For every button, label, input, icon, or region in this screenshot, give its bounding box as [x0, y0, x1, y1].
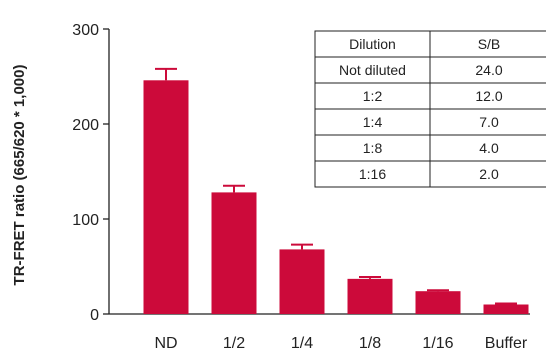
x-tick-label: ND: [154, 335, 177, 351]
bar: [279, 249, 325, 314]
table-cell: 7.0: [479, 114, 499, 130]
table-cell: Not diluted: [339, 62, 406, 78]
bar: [415, 291, 461, 314]
y-tick-label: 300: [72, 22, 99, 39]
table-header-cell: Dilution: [349, 36, 396, 52]
bars: [143, 67, 529, 314]
x-tick-label: 1/16: [422, 335, 453, 351]
y-tick-labels: 0 100 200 300: [72, 22, 109, 324]
x-tick-label: 1/8: [359, 335, 381, 351]
bar: [347, 278, 393, 314]
x-tick-label: 1/4: [291, 335, 313, 351]
bar: [211, 192, 257, 314]
y-tick-label: 100: [72, 212, 99, 229]
table-cell: 24.0: [475, 62, 502, 78]
y-tick-label: 0: [90, 307, 99, 324]
x-tick-labels: ND 1/2 1/4 1/8 1/16 Buffer: [154, 335, 527, 351]
bar: [483, 304, 529, 314]
x-tick-label: 1/2: [223, 335, 245, 351]
bar: [143, 80, 189, 314]
table-cell: 1:2: [363, 88, 383, 104]
table-cell: 1:16: [359, 166, 386, 182]
table-cell: 4.0: [479, 140, 499, 156]
y-axis-label: TR-FRET ratio (665/620 * 1,000): [11, 65, 28, 286]
table-cell: 12.0: [475, 88, 502, 104]
table-cell: 2.0: [479, 166, 499, 182]
x-tick-label: Buffer: [485, 335, 528, 351]
y-tick-label: 200: [72, 117, 99, 134]
table-header-cell: S/B: [478, 36, 501, 52]
sb-table: Dilution S/B Not diluted 24.0 1:2 12.0 1:4 7.0 1…: [314, 30, 546, 188]
table-cell: 1:4: [363, 114, 383, 130]
table-cell: 1:8: [363, 140, 383, 156]
